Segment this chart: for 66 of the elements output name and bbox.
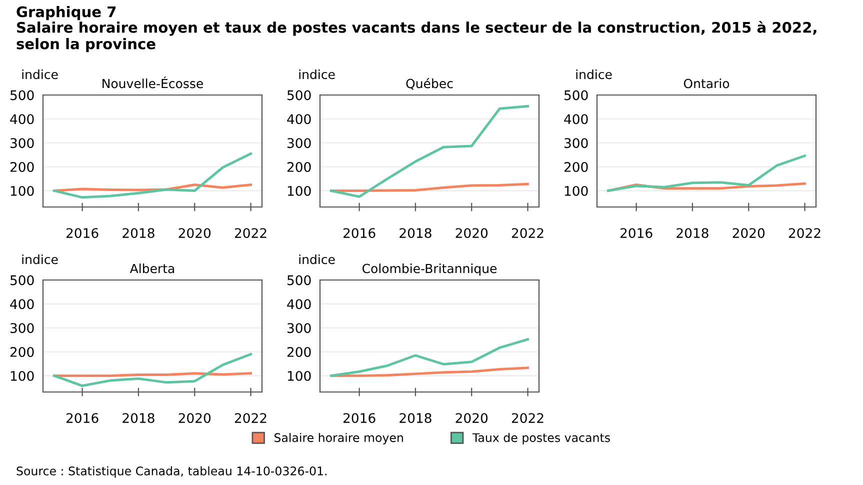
x-tick-label: 2018 <box>122 413 154 424</box>
x-tick-label: 2020 <box>456 228 488 238</box>
x-tick-label: 2016 <box>66 228 98 238</box>
x-tick-label: 2018 <box>122 228 154 238</box>
y-tick-label: 200 <box>10 162 34 172</box>
y-tick-label: 400 <box>10 299 34 310</box>
y-axis-title: indice <box>299 254 335 264</box>
y-tick-label: 200 <box>287 347 311 357</box>
line-series <box>330 105 530 198</box>
x-tick-label: 2020 <box>732 228 765 238</box>
y-tick-label: 400 <box>564 114 588 124</box>
y-tick-label: 500 <box>564 90 588 100</box>
y-tick-label: 400 <box>287 299 311 310</box>
x-tick-label: 2016 <box>343 228 376 238</box>
y-tick-label: 500 <box>10 275 34 286</box>
source-note: Source : Statistique Canada, tableau 14-10-0326-01. <box>16 466 327 478</box>
x-tick-label: 2022 <box>512 228 544 238</box>
chart-title: Ontario <box>684 78 730 88</box>
text: Graphique 7 <box>16 6 116 20</box>
y-axis-title: indice <box>22 254 58 264</box>
y-tick-label: 300 <box>10 138 34 148</box>
y-tick-label: 200 <box>564 162 588 172</box>
y-tick-label: 200 <box>287 162 311 172</box>
chart-title: Québec <box>406 78 453 90</box>
chart-title: Colombie-Britannique <box>362 264 497 276</box>
y-tick-label: 300 <box>287 323 311 334</box>
legend-label: Salaire horaire moyen <box>274 432 403 444</box>
y-tick-label: 300 <box>564 138 588 148</box>
x-tick-label: 2016 <box>343 413 376 424</box>
y-tick-label: 100 <box>10 186 34 196</box>
y-tick-label: 200 <box>10 347 34 357</box>
y-axis-title: indice <box>576 69 612 80</box>
x-tick-label: 2020 <box>456 413 488 424</box>
line-series <box>606 154 806 192</box>
chart-title: Nouvelle-Écosse <box>102 76 203 88</box>
x-tick-label: 2022 <box>234 228 266 238</box>
y-tick-label: 400 <box>10 114 34 124</box>
chart-title: Alberta <box>130 264 174 274</box>
y-tick-label: 500 <box>288 90 311 100</box>
x-tick-label: 2016 <box>620 228 652 238</box>
line-series <box>52 352 252 388</box>
y-tick-label: 500 <box>10 90 34 100</box>
line-series <box>52 152 252 199</box>
y-tick-label: 400 <box>287 114 311 124</box>
x-tick-label: 2020 <box>178 228 211 238</box>
y-tick-label: 100 <box>288 370 311 381</box>
x-tick-label: 2018 <box>676 228 708 238</box>
legend-label: Taux de postes vacants <box>472 432 610 444</box>
y-tick-label: 100 <box>564 186 588 196</box>
x-tick-label: 2018 <box>400 413 432 424</box>
x-tick-label: 2020 <box>178 413 211 424</box>
y-tick-label: 100 <box>10 370 34 381</box>
line-series <box>330 338 530 377</box>
y-tick-label: 100 <box>288 186 311 196</box>
y-tick-label: 300 <box>10 323 34 334</box>
x-tick-label: 2018 <box>400 228 432 238</box>
x-tick-label: 2022 <box>234 413 266 424</box>
line-series <box>330 182 530 192</box>
y-tick-label: 500 <box>288 275 311 286</box>
y-axis-title: indice <box>22 69 58 80</box>
y-axis-title: indice <box>299 69 335 80</box>
x-tick-label: 2022 <box>512 413 544 424</box>
x-tick-label: 2016 <box>66 413 98 424</box>
text: Salaire horaire moyen et taux de postes vacants dans le secteur de la construction, 2015 à 2022, selon la province <box>16 21 816 52</box>
y-tick-label: 300 <box>287 138 311 148</box>
x-tick-label: 2022 <box>788 228 820 238</box>
